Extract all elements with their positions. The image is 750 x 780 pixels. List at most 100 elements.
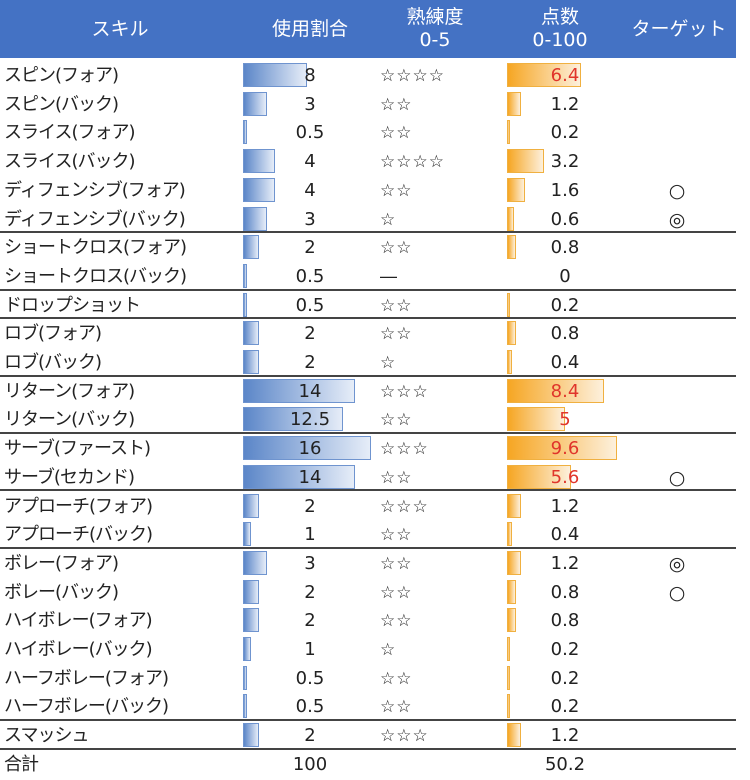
usage-bar — [243, 407, 343, 432]
table-row: スマッシュ 2 ☆☆☆ 1.2 — [0, 721, 736, 750]
proficiency-stars: ☆☆ — [380, 467, 413, 488]
score-bar — [507, 694, 510, 719]
score-bar — [507, 608, 517, 633]
header-score: 点数 0-100 — [505, 6, 615, 52]
table-row: サーブ(ファースト) 16 ☆☆☆ 9.6 — [0, 434, 736, 463]
usage-bar — [243, 665, 247, 690]
proficiency-stars: ☆☆ — [380, 410, 413, 431]
skill-name: ディフェンシブ(フォア) — [4, 179, 186, 201]
skill-name: アプローチ(バック) — [4, 524, 153, 546]
header-usage: 使用割合 — [271, 18, 348, 40]
score-bar — [507, 637, 510, 661]
table-row: リターン(バック) 12.5 ☆☆ 5 — [0, 405, 736, 435]
target-mark — [652, 348, 702, 376]
table-row: スピン(フォア) 8 ☆☆☆☆ 6.4 — [0, 61, 736, 90]
table-row: ボレー(バック) 2 ☆☆ 0.8 ○ — [0, 578, 736, 607]
score-value: 1.6 — [550, 179, 580, 201]
table-row: リターン(フォア) 14 ☆☆☆ 8.4 — [0, 377, 736, 406]
header-proficiency-title: 熟練度 — [406, 6, 464, 28]
usage-bar — [243, 694, 247, 719]
usage-bar — [243, 263, 247, 288]
score-value: 5.6 — [550, 466, 580, 488]
table-header: スキル 使用割合 熟練度 0-5 点数 0-100 ターゲット — [0, 0, 736, 58]
table-row: ハイボレー(フォア) 2 ☆☆ 0.8 — [0, 606, 736, 635]
usage-value: 0.5 — [295, 294, 325, 316]
score-value: 5 — [559, 409, 571, 431]
target-mark — [652, 377, 702, 405]
target-mark: ○ — [668, 466, 686, 489]
skill-name: ロブ(フォア) — [4, 323, 102, 345]
usage-value: 14 — [298, 466, 322, 488]
proficiency-stars: ☆ — [380, 209, 397, 230]
skill-name: ハイボレー(フォア) — [4, 610, 153, 632]
usage-bar — [243, 493, 259, 518]
score-bar — [507, 149, 544, 174]
table-row: ショートクロス(バック) 0.5 ― 0 — [0, 262, 736, 291]
usage-value: 2 — [304, 610, 316, 632]
score-value: 0.4 — [550, 524, 580, 546]
skill-name: ショートクロス(バック) — [4, 265, 187, 287]
usage-bar — [243, 464, 355, 489]
table-row: ショートクロス(フォア) 2 ☆☆ 0.8 — [0, 233, 736, 262]
table-row: ハイボレー(バック) 1 ☆ 0.2 — [0, 635, 736, 664]
target-mark — [652, 492, 702, 520]
total-label: 合計 — [4, 754, 39, 775]
target-mark — [652, 61, 702, 89]
target-mark — [652, 721, 702, 749]
usage-bar — [243, 579, 259, 604]
target-mark — [652, 520, 702, 548]
proficiency-stars: ☆☆ — [380, 582, 413, 603]
target-mark: ○ — [668, 179, 686, 202]
score-bar — [507, 723, 521, 748]
proficiency-stars: ☆☆ — [380, 525, 413, 546]
total-usage: 100 — [292, 754, 328, 775]
skill-name: リターン(フォア) — [4, 380, 135, 402]
score-value: 0.2 — [550, 639, 580, 660]
usage-bar — [243, 608, 259, 633]
score-bar — [507, 292, 510, 317]
proficiency-stars: ☆☆ — [380, 123, 413, 144]
header-target: ターゲット — [631, 18, 727, 40]
score-value: 0.2 — [550, 294, 580, 316]
score-value: 1.2 — [550, 552, 580, 574]
usage-value: 2 — [304, 352, 316, 373]
table-row: ロブ(フォア) 2 ☆☆ 0.8 — [0, 319, 736, 348]
skill-name: ハーフボレー(フォア) — [4, 667, 169, 689]
table-row: ハーフボレー(フォア) 0.5 ☆☆ 0.2 — [0, 664, 736, 693]
header-skill: スキル — [91, 18, 149, 40]
proficiency-stars: ☆☆☆☆ — [380, 152, 445, 173]
usage-value: 1 — [304, 524, 316, 546]
proficiency-stars: ☆☆☆ — [380, 726, 429, 747]
usage-bar — [243, 550, 267, 575]
proficiency-stars: ☆☆☆☆ — [380, 66, 445, 86]
target-mark — [652, 405, 702, 433]
usage-bar — [243, 723, 259, 748]
table-row: ディフェンシブ(バック) 3 ☆ 0.6 ◎ — [0, 205, 736, 234]
target-mark: ◎ — [668, 208, 686, 231]
skill-name: ディフェンシブ(バック) — [4, 208, 186, 230]
table-row: ディフェンシブ(フォア) 4 ☆☆ 1.6 ○ — [0, 176, 736, 205]
score-bar — [507, 206, 514, 231]
target-mark — [652, 291, 702, 319]
proficiency-stars: ☆☆☆ — [380, 496, 429, 517]
score-bar — [507, 522, 512, 547]
score-value: 1.2 — [550, 93, 580, 115]
score-value: 8.4 — [550, 380, 580, 402]
usage-value: 12.5 — [289, 409, 331, 431]
table-row: スライス(フォア) 0.5 ☆☆ 0.2 — [0, 118, 736, 147]
skill-name: スピン(バック) — [4, 93, 119, 115]
skill-name: ショートクロス(フォア) — [4, 237, 187, 259]
score-bar — [507, 235, 517, 260]
skill-name: ドロップショット — [4, 294, 141, 316]
proficiency-stars: ☆☆ — [380, 180, 413, 201]
usage-value: 14 — [298, 380, 322, 402]
skill-name: アプローチ(フォア) — [4, 495, 153, 517]
table-row: ロブ(バック) 2 ☆ 0.4 — [0, 348, 736, 377]
skill-name: ハイボレー(バック) — [4, 639, 153, 660]
usage-bar — [243, 378, 355, 403]
target-mark — [652, 90, 702, 118]
usage-value: 0.5 — [295, 667, 325, 689]
score-bar — [507, 63, 581, 87]
usage-value: 3 — [304, 208, 316, 230]
skill-name: スマッシュ — [4, 725, 89, 747]
